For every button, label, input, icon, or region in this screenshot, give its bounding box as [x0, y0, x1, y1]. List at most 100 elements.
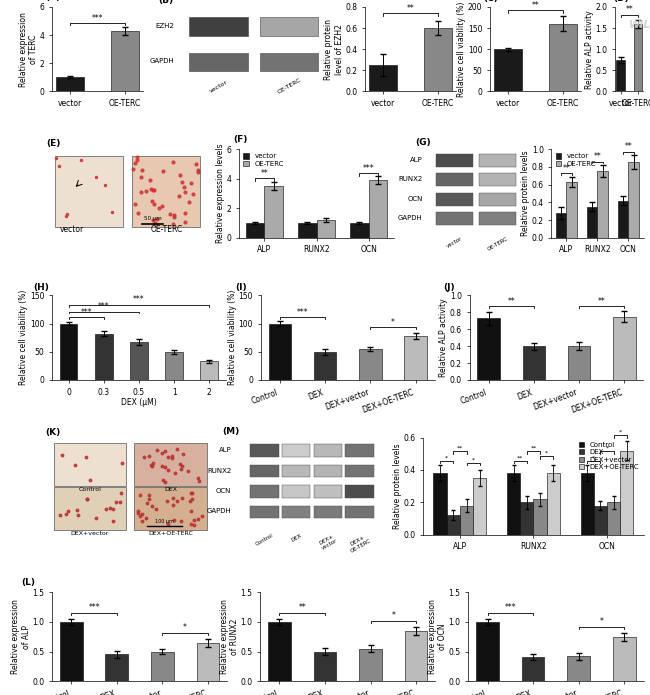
Bar	[597, 171, 608, 238]
Bar	[436, 193, 473, 206]
Bar	[200, 361, 218, 380]
Bar	[133, 156, 200, 227]
Bar	[479, 193, 516, 206]
Bar	[268, 622, 291, 681]
Bar	[369, 180, 387, 238]
Bar	[613, 316, 636, 380]
Text: DEX+OE-TERC: DEX+OE-TERC	[148, 531, 193, 536]
Bar	[314, 505, 342, 518]
Bar	[250, 505, 279, 518]
Bar	[424, 28, 452, 92]
Bar	[618, 201, 629, 238]
Y-axis label: Relative protein levels: Relative protein levels	[521, 151, 530, 236]
Y-axis label: Relative ALP activity: Relative ALP activity	[585, 10, 594, 88]
Text: *: *	[605, 446, 608, 451]
Bar	[369, 65, 396, 92]
Bar	[250, 444, 279, 457]
Text: **: **	[517, 456, 523, 461]
Text: **: **	[261, 169, 268, 178]
Bar	[314, 352, 337, 380]
Bar	[95, 334, 112, 380]
Legend: vector, OE-TERC: vector, OE-TERC	[242, 153, 285, 167]
Bar	[479, 154, 516, 167]
Bar	[350, 223, 369, 238]
Bar	[593, 505, 607, 534]
Bar	[460, 505, 473, 534]
Legend: Control, DEX, DEX+vector, DEX+OE-TERC: Control, DEX, DEX+vector, DEX+OE-TERC	[578, 441, 640, 471]
Bar	[111, 31, 139, 92]
Text: **: **	[298, 603, 306, 612]
Bar	[586, 206, 597, 238]
Text: ***: ***	[92, 13, 103, 22]
Bar	[620, 450, 634, 534]
Bar	[314, 485, 342, 498]
Text: (J): (J)	[443, 284, 455, 293]
Text: (F): (F)	[233, 135, 248, 144]
Text: *: *	[592, 456, 595, 461]
Text: GAPDH: GAPDH	[398, 215, 423, 221]
Bar	[568, 346, 590, 380]
Bar	[434, 473, 447, 534]
Bar	[135, 443, 207, 486]
Text: ***: ***	[297, 308, 308, 317]
Text: *: *	[545, 451, 548, 456]
Y-axis label: Relative expression
of TERC: Relative expression of TERC	[19, 12, 38, 87]
Text: ***: ***	[98, 302, 110, 311]
Text: (B): (B)	[159, 0, 174, 5]
Bar	[549, 24, 577, 92]
Bar	[268, 324, 291, 380]
Text: (C): (C)	[483, 0, 498, 3]
Text: Control: Control	[255, 533, 274, 547]
Text: ***: ***	[81, 308, 92, 317]
Text: 100 μm: 100 μm	[155, 519, 174, 524]
Text: (D): (D)	[613, 0, 629, 3]
Text: vector: vector	[209, 79, 229, 94]
Text: ***: ***	[363, 164, 374, 173]
Text: (A): (A)	[45, 0, 60, 2]
Text: (M): (M)	[222, 427, 239, 436]
Text: **: **	[598, 297, 606, 306]
Text: vector: vector	[445, 236, 463, 249]
Text: OCN: OCN	[408, 196, 423, 202]
Bar	[547, 473, 560, 534]
Bar	[313, 651, 336, 681]
Legend: vector, OE-TERC: vector, OE-TERC	[555, 153, 597, 167]
Bar	[105, 655, 128, 681]
Text: DEX+vector: DEX+vector	[71, 531, 109, 536]
Text: (K): (K)	[46, 427, 61, 436]
Bar	[298, 223, 317, 238]
Bar	[60, 622, 83, 681]
Bar	[494, 49, 522, 92]
Bar	[314, 444, 342, 457]
Text: Control: Control	[79, 487, 101, 492]
Bar	[345, 485, 374, 498]
Text: **: **	[530, 446, 537, 451]
Text: **: **	[625, 5, 633, 14]
Text: RUNX2: RUNX2	[398, 177, 423, 182]
Bar	[135, 487, 207, 530]
Bar	[436, 154, 473, 167]
Bar	[556, 213, 566, 238]
Bar	[405, 631, 428, 681]
Text: **: **	[508, 297, 515, 306]
Y-axis label: Relative expression levels: Relative expression levels	[216, 144, 226, 243]
Bar	[478, 318, 500, 380]
Text: *: *	[619, 430, 622, 434]
Bar	[607, 502, 620, 534]
Bar	[282, 465, 311, 477]
Bar	[479, 212, 516, 225]
Y-axis label: Relative cell viability (%): Relative cell viability (%)	[228, 290, 237, 385]
Bar	[165, 352, 183, 380]
Bar	[260, 53, 318, 71]
Text: DEX+
vector: DEX+ vector	[318, 533, 338, 551]
Bar	[566, 182, 577, 238]
Text: (L): (L)	[21, 578, 35, 587]
Text: **: **	[625, 142, 632, 152]
Bar	[53, 487, 126, 530]
Bar	[476, 622, 499, 681]
Text: vector: vector	[60, 224, 84, 234]
Bar	[314, 465, 342, 477]
Y-axis label: Relative cell viability (%): Relative cell viability (%)	[458, 1, 467, 97]
Bar	[404, 336, 427, 380]
Text: **: **	[406, 3, 414, 13]
